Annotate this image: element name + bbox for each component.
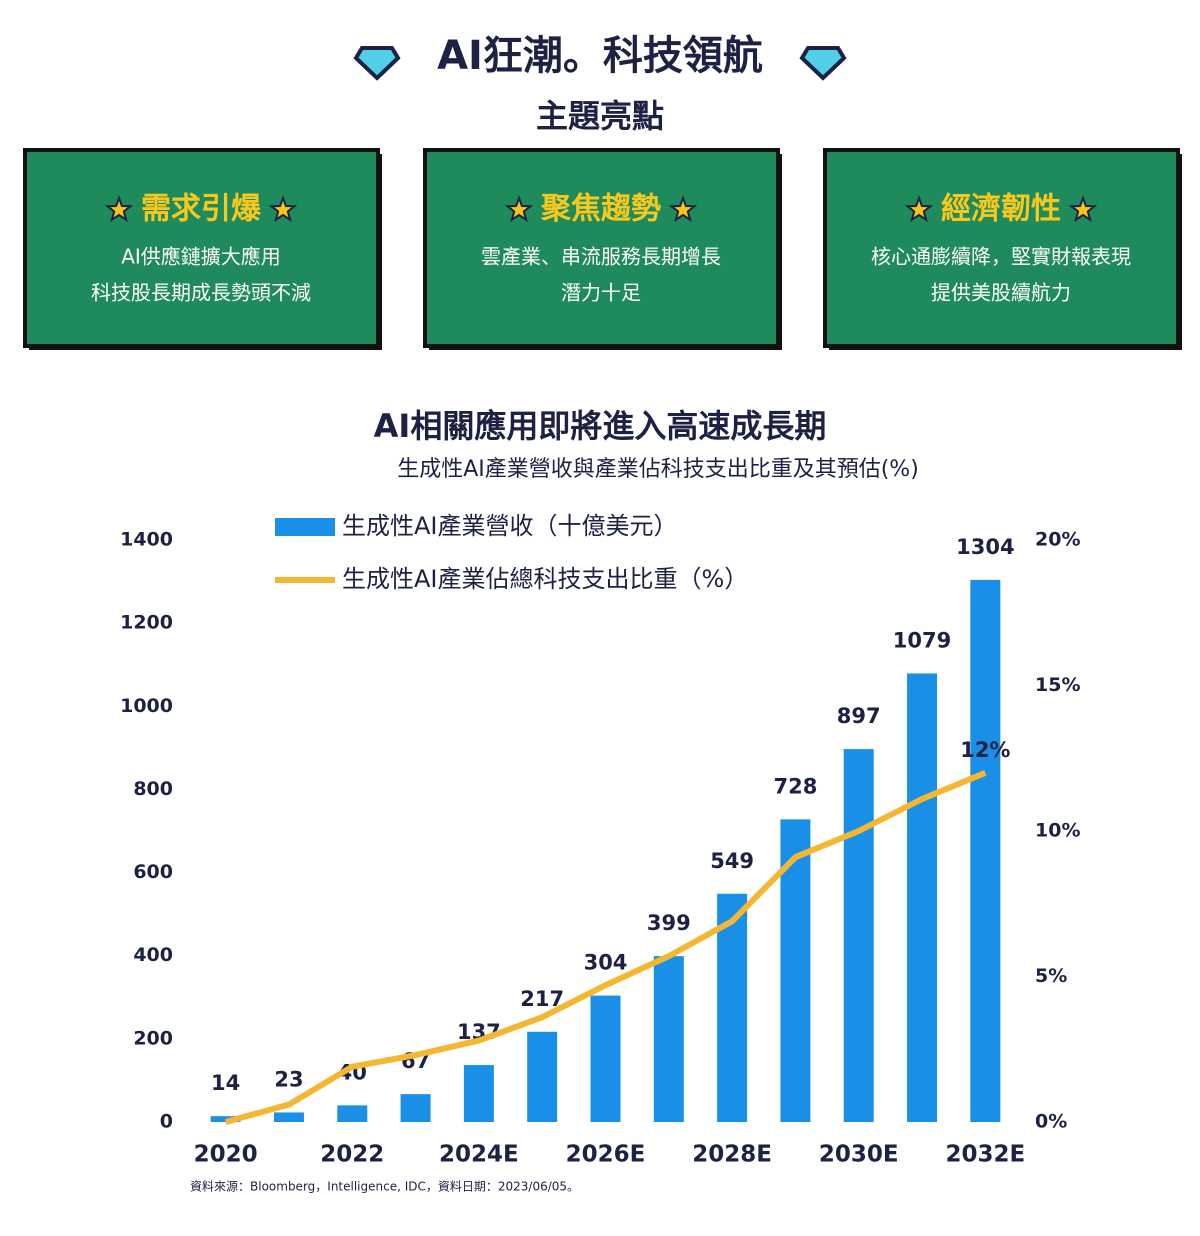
bar-value-label: 14 bbox=[211, 1071, 240, 1095]
card bbox=[23, 148, 380, 348]
bar-value-label: 549 bbox=[710, 849, 754, 873]
bar bbox=[463, 1065, 494, 1122]
card-title: 聚焦趨勢 bbox=[540, 192, 661, 227]
line-value-label: 12% bbox=[960, 738, 1010, 762]
chart-subtitle: 生成性AI產業營收與產業佔科技支出比重及其預估(%) bbox=[397, 457, 919, 482]
bar-value-label: 897 bbox=[837, 704, 881, 728]
y-tick-label: 200 bbox=[133, 1027, 173, 1049]
page-subtitle: 主題亮點 bbox=[536, 97, 664, 135]
x-tick-label: 2024E bbox=[439, 1142, 519, 1168]
diamond-icon bbox=[353, 46, 401, 81]
y2-tick-label: 0% bbox=[1035, 1111, 1067, 1133]
star-icon bbox=[504, 195, 534, 223]
card-text: 雲產業、串流服務長期增長 bbox=[481, 245, 721, 269]
y-tick-label: 1400 bbox=[120, 529, 173, 551]
y-tick-label: 0 bbox=[160, 1111, 173, 1133]
card-text: 核心通膨續降，堅實財報表現 bbox=[871, 245, 1131, 269]
legend-swatch bbox=[275, 518, 335, 536]
y-tick-label: 400 bbox=[133, 944, 173, 966]
bar bbox=[907, 673, 938, 1122]
x-tick-label: 2030E bbox=[819, 1142, 899, 1168]
x-tick-label: 2032E bbox=[945, 1142, 1025, 1168]
bar bbox=[843, 749, 874, 1122]
bar-value-label: 1304 bbox=[956, 535, 1014, 559]
star-icon bbox=[904, 195, 934, 223]
card-title: 需求引爆 bbox=[141, 192, 262, 227]
bar bbox=[717, 893, 748, 1122]
y2-tick-label: 10% bbox=[1035, 820, 1080, 842]
y-tick-label: 1200 bbox=[120, 612, 173, 634]
bar bbox=[527, 1031, 558, 1122]
card-text: 潛力十足 bbox=[561, 281, 641, 305]
bar bbox=[273, 1112, 304, 1122]
card-text: 提供美股續航力 bbox=[931, 281, 1071, 305]
page-title: AI狂潮。科技領航 bbox=[437, 33, 763, 79]
star-icon bbox=[1068, 195, 1098, 223]
x-tick-label: 2028E bbox=[692, 1142, 772, 1168]
chart-title: AI相關應用即將進入高速成長期 bbox=[374, 407, 827, 445]
y2-tick-label: 5% bbox=[1035, 965, 1067, 987]
card-text: 科技股長期成長勢頭不減 bbox=[91, 281, 311, 305]
x-tick-label: 2020 bbox=[194, 1142, 258, 1168]
bar bbox=[337, 1105, 368, 1122]
star-icon bbox=[268, 195, 298, 223]
bar-value-label: 304 bbox=[584, 951, 628, 975]
y2-tick-label: 15% bbox=[1035, 674, 1080, 696]
bar bbox=[653, 956, 684, 1122]
card bbox=[423, 148, 780, 348]
card bbox=[823, 148, 1180, 348]
y2-tick-label: 20% bbox=[1035, 529, 1080, 551]
bar-value-label: 399 bbox=[647, 911, 691, 935]
x-tick-label: 2026E bbox=[566, 1142, 646, 1168]
card-title: 經濟韌性 bbox=[941, 192, 1061, 227]
bar-value-label: 728 bbox=[774, 774, 818, 798]
y-tick-label: 600 bbox=[133, 861, 173, 883]
legend-label: 生成性AI產業佔總科技支出比重（%） bbox=[342, 565, 748, 593]
y-tick-label: 1000 bbox=[120, 695, 173, 717]
star-icon bbox=[668, 195, 698, 223]
bar-value-label: 23 bbox=[274, 1067, 303, 1091]
bar bbox=[970, 579, 1001, 1122]
line bbox=[224, 770, 987, 1125]
legend-label: 生成性AI產業營收（十億美元） bbox=[342, 512, 678, 540]
y-tick-label: 800 bbox=[133, 778, 173, 800]
bar bbox=[400, 1094, 431, 1122]
star-icon bbox=[104, 195, 134, 223]
source-note: 資料來源：Bloomberg，Intelligence, IDC，資料日期：20… bbox=[190, 1180, 579, 1194]
card-text: AI供應鏈擴大應用 bbox=[121, 245, 281, 269]
bar-value-label: 1079 bbox=[893, 628, 951, 652]
bar bbox=[590, 995, 621, 1122]
diamond-icon bbox=[799, 46, 847, 81]
x-tick-label: 2022 bbox=[320, 1142, 384, 1168]
